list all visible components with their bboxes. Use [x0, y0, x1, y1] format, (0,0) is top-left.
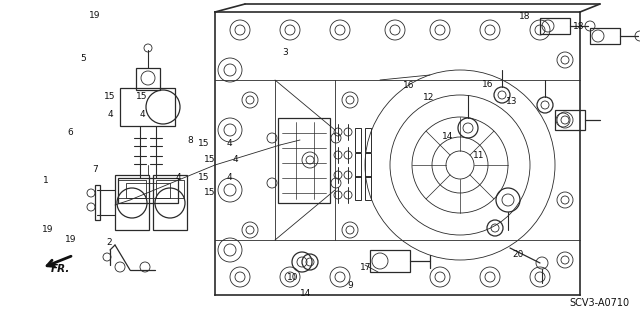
- Text: 15: 15: [204, 155, 216, 164]
- Bar: [115, 175, 149, 230]
- Text: 15: 15: [198, 139, 209, 148]
- Bar: [126, 183, 170, 198]
- Text: 20: 20: [513, 250, 524, 259]
- Text: 4: 4: [227, 173, 232, 182]
- Text: SCV3-A0710: SCV3-A0710: [570, 298, 630, 308]
- Text: 10: 10: [287, 273, 299, 282]
- Bar: [365, 128, 371, 152]
- Bar: [355, 153, 361, 177]
- Text: 19: 19: [89, 11, 100, 20]
- Bar: [355, 176, 361, 200]
- Bar: [153, 175, 187, 230]
- Bar: [540, 18, 570, 34]
- Bar: [370, 250, 410, 272]
- Text: 14: 14: [442, 132, 454, 141]
- Bar: [278, 118, 330, 203]
- Text: 4: 4: [233, 155, 238, 164]
- Text: 13: 13: [506, 97, 518, 106]
- Text: 9: 9: [348, 281, 353, 290]
- Text: 7: 7: [92, 165, 97, 174]
- Text: 18: 18: [519, 12, 531, 21]
- Bar: [365, 153, 371, 177]
- Text: 15: 15: [104, 92, 116, 101]
- Text: 14: 14: [300, 289, 312, 298]
- Text: 15: 15: [136, 92, 148, 101]
- Text: 4: 4: [227, 139, 232, 148]
- Bar: [156, 180, 184, 198]
- Text: 15: 15: [198, 173, 209, 182]
- Text: 8: 8: [188, 136, 193, 145]
- Text: 18: 18: [573, 22, 585, 31]
- Text: 4: 4: [108, 110, 113, 119]
- Text: FR.: FR.: [51, 263, 70, 274]
- Text: 19: 19: [42, 225, 54, 234]
- Text: 6: 6: [68, 128, 73, 137]
- Text: 5: 5: [81, 54, 86, 63]
- Text: 16: 16: [482, 80, 493, 89]
- Bar: [120, 88, 175, 126]
- Bar: [118, 180, 146, 198]
- Bar: [95, 185, 100, 220]
- Bar: [365, 176, 371, 200]
- Text: 2: 2: [106, 238, 111, 247]
- Text: 16: 16: [403, 81, 414, 90]
- Text: 4: 4: [175, 173, 180, 182]
- Bar: [118, 178, 178, 203]
- Bar: [355, 128, 361, 152]
- Text: 19: 19: [65, 235, 76, 244]
- Text: 3: 3: [282, 48, 287, 57]
- Bar: [555, 110, 585, 130]
- Text: 4: 4: [140, 110, 145, 119]
- Text: 17: 17: [360, 263, 372, 272]
- Text: 11: 11: [473, 151, 484, 160]
- Text: 15: 15: [204, 189, 216, 197]
- Text: 1: 1: [44, 176, 49, 185]
- Text: 12: 12: [423, 93, 435, 102]
- Bar: [136, 68, 160, 90]
- Bar: [590, 28, 620, 44]
